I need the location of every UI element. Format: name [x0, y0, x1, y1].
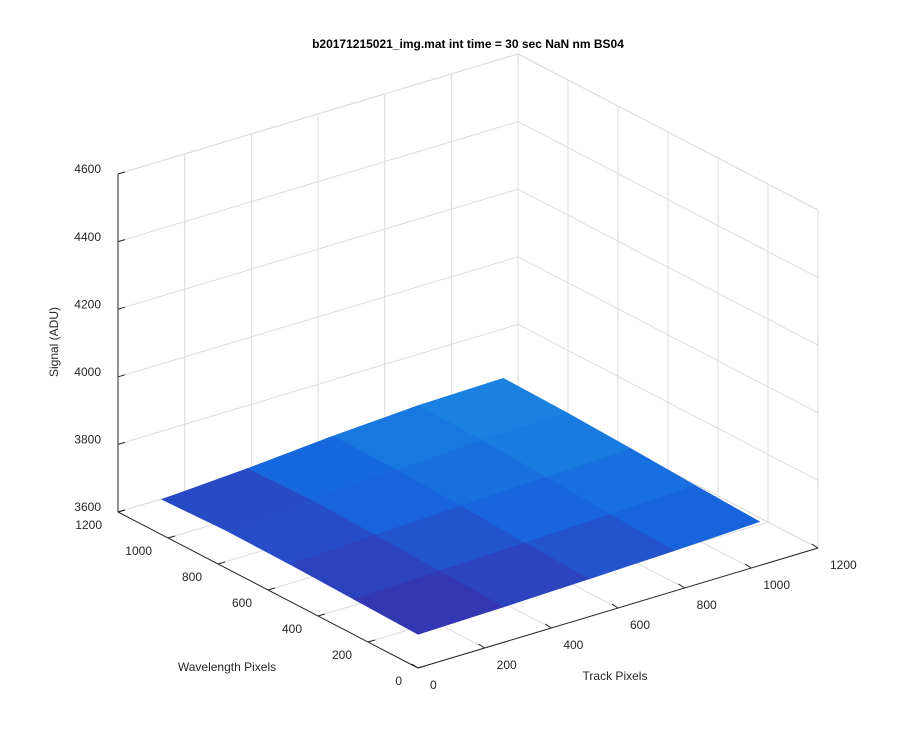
x-tick — [678, 583, 685, 589]
box-edge — [117, 53, 519, 175]
x-tick-label: 1200 — [830, 558, 857, 572]
y-tick — [317, 613, 326, 617]
box-edge — [517, 53, 819, 211]
z-tick-label: 4600 — [74, 162, 101, 176]
z-tick-label: 4400 — [74, 230, 101, 244]
x-tick — [545, 623, 552, 629]
z-tick-label: 3800 — [74, 433, 101, 447]
z-tick-label: 3600 — [74, 500, 101, 514]
y-tick-label: 800 — [182, 570, 202, 584]
chart-title: b20171215021_img.mat int time = 30 sec N… — [312, 37, 624, 51]
z-tick-label: 4200 — [74, 297, 101, 311]
y-tick-label: 0 — [395, 674, 402, 688]
z-tick — [117, 306, 126, 310]
y-tick-label: 1200 — [75, 518, 102, 532]
y-tick — [367, 639, 376, 643]
x-tick-label: 0 — [430, 678, 437, 692]
z-axis-label: Signal (ADU) — [47, 307, 61, 377]
x-tick — [611, 603, 619, 609]
grid-line — [117, 256, 519, 378]
x-tick — [478, 643, 485, 649]
grid-line — [117, 121, 519, 243]
y-tick-label: 1000 — [125, 544, 152, 558]
y-tick — [267, 587, 276, 591]
surface-cell — [352, 570, 505, 635]
grid-line — [517, 323, 819, 481]
x-tick-label: 800 — [697, 598, 717, 612]
x-tick — [745, 563, 752, 569]
z-tick — [117, 374, 126, 378]
x-tick-label: 1000 — [763, 578, 790, 592]
y-tick — [417, 665, 426, 669]
z-tick — [117, 239, 126, 243]
x-tick — [811, 543, 819, 549]
z-tick-label: 4000 — [74, 365, 101, 379]
y-axis-label: Wavelength Pixels — [178, 660, 276, 674]
grid-line — [517, 121, 819, 279]
x-tick-label: 600 — [630, 618, 650, 632]
y-tick — [167, 535, 176, 539]
z-tick — [117, 441, 126, 445]
z-tick — [117, 171, 126, 175]
grid-line — [117, 188, 519, 310]
x-tick — [411, 663, 419, 669]
grid-line — [117, 323, 519, 445]
y-tick-label: 400 — [282, 622, 302, 636]
grid-line — [517, 188, 819, 346]
grid-line — [517, 256, 819, 414]
z-tick — [117, 509, 126, 513]
y-tick-label: 600 — [232, 596, 252, 610]
y-tick — [217, 561, 226, 565]
x-tick-label: 200 — [497, 658, 517, 672]
x-tick-label: 400 — [563, 638, 583, 652]
x-axis-label: Track Pixels — [583, 669, 648, 683]
y-tick-label: 200 — [332, 648, 352, 662]
